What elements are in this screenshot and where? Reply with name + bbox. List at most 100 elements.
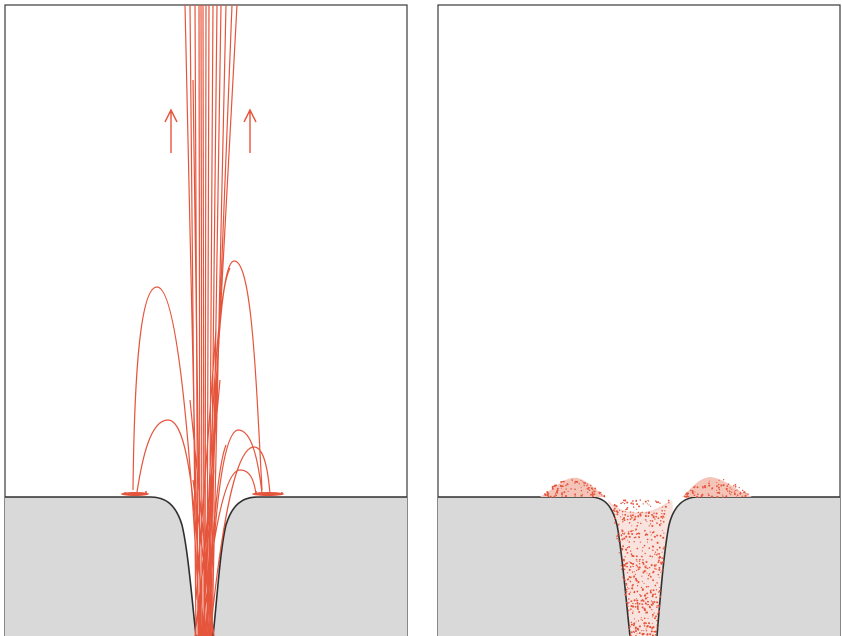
deposit-dot [654, 567, 656, 570]
deposit-dot [632, 565, 634, 568]
arrow-up-icon [164, 108, 178, 153]
deposit-dot [646, 592, 649, 595]
deposit-dot [628, 522, 631, 524]
deposit-dot [644, 566, 647, 569]
deposit-dot [658, 568, 661, 571]
deposit-dot [623, 564, 626, 567]
deposit-dot [660, 523, 662, 525]
deposit-dot [651, 531, 654, 534]
deposit-dot [730, 493, 732, 496]
deposit-dot [648, 566, 651, 569]
trajectory-arc [204, 444, 227, 636]
deposit-dot [651, 555, 654, 558]
deposit-dot [646, 604, 649, 606]
deposit-dot [662, 529, 664, 531]
deposit-dot [701, 493, 704, 496]
deposit-dot [636, 627, 639, 630]
deposit-dot [638, 566, 641, 569]
deposit-dot [641, 632, 643, 634]
deposit-dot [722, 496, 724, 498]
deposit-dot [648, 573, 651, 575]
deposit-dot [625, 508, 628, 511]
deposit-dot [739, 492, 742, 495]
deposit-dot [656, 626, 658, 628]
deposit-dot [726, 490, 729, 492]
deposit-dot [574, 488, 576, 491]
deposit-dot [659, 556, 662, 559]
deposit-dot [656, 541, 659, 544]
deposit-dot [625, 582, 628, 585]
deposit-dot [603, 495, 606, 498]
deposit-dot [580, 486, 582, 488]
deposit-dot [618, 509, 621, 512]
deposit-dot [726, 485, 729, 487]
deposit-dot [716, 489, 718, 491]
deposit-dot [570, 488, 572, 490]
deposit-dot [648, 500, 650, 502]
deposit-dot [645, 622, 647, 625]
deposit-dot [738, 487, 740, 489]
deposit-dot [586, 491, 589, 494]
deposit-dot [707, 493, 709, 495]
deposit-dot [653, 535, 656, 538]
deposit-dot [659, 571, 661, 573]
deposit-dot [622, 521, 624, 523]
deposit-dot [592, 495, 594, 498]
deposit-dot [655, 596, 658, 599]
deposit-dot [686, 496, 688, 498]
trajectory-line [184, 4, 200, 636]
deposit-dot [622, 514, 624, 516]
deposit-dot [623, 537, 626, 540]
deposit-dot [628, 625, 631, 628]
deposit-dot [661, 551, 663, 553]
deposit-dot [656, 624, 658, 626]
deposit-dot [617, 524, 619, 526]
deposit-dot [668, 502, 670, 504]
deposit-dot [560, 480, 563, 483]
deposit-dot [656, 582, 658, 584]
deposit-dot [621, 568, 623, 570]
trajectory-arc [136, 419, 205, 636]
trajectory-arc [207, 429, 263, 636]
deposit-dot [687, 492, 690, 495]
deposit-dot [628, 545, 631, 548]
deposit-dot [633, 519, 635, 521]
deposit-dot [664, 510, 666, 512]
deposit-dot [630, 631, 633, 634]
deposit-dot [652, 549, 654, 551]
deposit-dot [702, 486, 704, 489]
deposit-dot [734, 490, 736, 492]
deposit-dot [630, 553, 633, 555]
deposit-dot [662, 568, 664, 570]
deposit-dot [645, 592, 647, 594]
deposit-dot [652, 515, 655, 518]
deposit-dot [648, 547, 651, 550]
deposit-dot [632, 511, 634, 513]
deposit-dot [661, 563, 663, 565]
deposit-dot [663, 532, 665, 534]
deposit-dot [561, 495, 563, 497]
deposit-dot [639, 541, 642, 543]
deposit-dot [653, 601, 656, 603]
deposit-dot [734, 483, 737, 486]
deposit-dot [593, 490, 595, 493]
deposit-dot [654, 551, 657, 553]
deposit-dot [655, 501, 658, 503]
deposit-dot [637, 568, 640, 571]
deposit-dot [649, 591, 652, 594]
deposit-dot [647, 604, 650, 606]
deposit-dot [643, 607, 646, 610]
deposit-dot [635, 528, 638, 531]
deposit-dot [653, 631, 656, 633]
deposit-dot [634, 536, 637, 539]
deposit-dot [630, 605, 633, 608]
deposit-dot [647, 578, 649, 580]
deposit-dot [684, 495, 686, 498]
deposit-dot [643, 582, 645, 585]
deposit-dot [645, 630, 648, 632]
deposit-dot [629, 514, 631, 516]
deposit-dot [620, 541, 622, 543]
deposit-dot [561, 480, 563, 483]
deposit-dot [649, 523, 652, 525]
